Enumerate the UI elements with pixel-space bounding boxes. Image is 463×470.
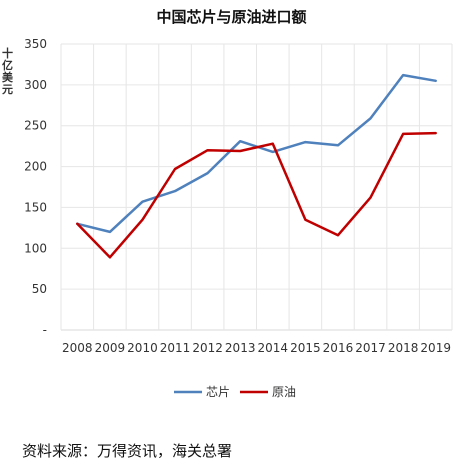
x-tick-label: 2019: [420, 341, 451, 355]
y-tick-label: 200: [24, 160, 47, 174]
y-tick-label: 350: [24, 37, 47, 51]
x-tick-label: 2009: [95, 341, 126, 355]
x-tick-label: 2017: [355, 341, 386, 355]
y-tick-label: 100: [24, 241, 47, 255]
gridlines: [60, 43, 453, 331]
x-tick-label: 2013: [225, 341, 256, 355]
legend-label: 原油: [272, 385, 296, 399]
x-tick-label: 2010: [127, 341, 158, 355]
x-tick-label: 2016: [323, 341, 354, 355]
x-tick-label: 2008: [62, 341, 93, 355]
x-tick-label: 2012: [192, 341, 223, 355]
y-tick-label: 50: [32, 282, 47, 296]
x-tick-labels: 2008 2009 2010 2011 2012 2013 2014 2015 2016 2017…: [62, 341, 451, 355]
y-tick-label: 150: [24, 200, 47, 214]
source-note: 资料来源：万得资讯，海关总署: [22, 442, 233, 460]
chart-title: 中国芯片与原油进口额: [156, 8, 307, 26]
legend-label: 芯片: [206, 385, 230, 399]
x-tick-label: 2014: [258, 341, 289, 355]
x-tick-label: 2015: [290, 341, 321, 355]
y-tick-labels: - 50 100 150 200 250 300 350: [24, 37, 47, 337]
series-lines: [76, 73, 437, 259]
x-tick-label: 2018: [388, 341, 419, 355]
y-tick-label: -: [43, 323, 47, 337]
x-tick-label: 2011: [160, 341, 191, 355]
series-line-crude-oil: [76, 131, 437, 259]
y-axis-label: 十亿美元: [2, 47, 13, 96]
legend: 芯片 原油: [174, 385, 296, 399]
y-tick-label: 300: [24, 78, 47, 92]
y-tick-label: 250: [24, 119, 47, 133]
